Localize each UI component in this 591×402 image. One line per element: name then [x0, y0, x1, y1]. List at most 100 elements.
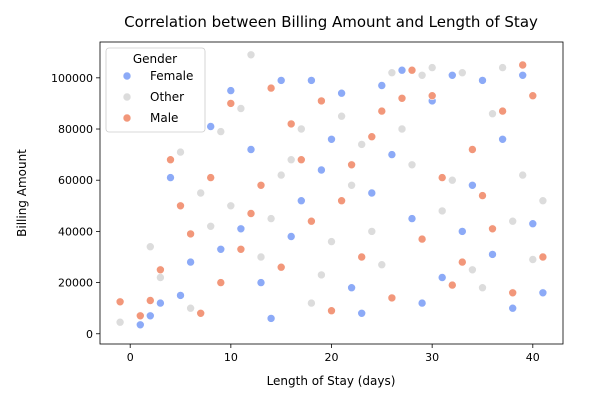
data-point-other [177, 148, 185, 156]
data-point-female [307, 76, 315, 84]
legend-marker [123, 72, 131, 80]
legend-label: Female [150, 69, 193, 83]
data-point-other [287, 156, 295, 164]
data-point-other [388, 69, 396, 77]
data-point-male [529, 92, 537, 100]
data-point-other [458, 69, 466, 77]
y-axis: 020000400006000080000100000 [51, 72, 100, 341]
data-point-male [479, 192, 487, 200]
data-point-other [146, 243, 154, 251]
data-point-other [448, 176, 456, 184]
data-point-other [297, 125, 305, 133]
data-point-female [227, 87, 235, 95]
y-tick-label: 0 [86, 328, 93, 341]
y-tick-label: 40000 [58, 225, 93, 238]
data-point-other [398, 125, 406, 133]
data-point-other [197, 189, 205, 197]
data-point-other [237, 105, 245, 113]
data-point-male [448, 281, 456, 289]
data-point-female [458, 227, 466, 235]
data-point-female [257, 279, 265, 287]
data-point-other [489, 110, 497, 118]
data-point-other [529, 256, 537, 264]
data-point-female [328, 135, 336, 143]
data-point-female [187, 258, 195, 266]
x-tick-label: 20 [325, 351, 339, 364]
data-point-other [328, 238, 336, 246]
data-point-other [479, 284, 487, 292]
data-point-female [448, 71, 456, 79]
data-point-male [257, 181, 265, 189]
data-point-male [398, 94, 406, 102]
data-point-male [116, 298, 124, 306]
data-point-male [287, 120, 295, 128]
data-point-female [136, 321, 144, 329]
data-point-other [277, 171, 285, 179]
data-point-male [408, 66, 416, 74]
data-point-other [307, 299, 315, 307]
data-point-male [297, 156, 305, 164]
data-point-female [378, 82, 386, 90]
x-tick-label: 10 [224, 351, 238, 364]
data-point-other [267, 215, 275, 223]
legend: Gender Female Other Male [106, 48, 205, 132]
data-point-male [458, 258, 466, 266]
data-point-female [398, 66, 406, 74]
data-point-male [499, 107, 507, 115]
data-point-male [267, 84, 275, 92]
data-point-female [408, 215, 416, 223]
data-point-male [136, 312, 144, 320]
data-point-male [146, 297, 154, 305]
data-point-other [438, 207, 446, 215]
data-point-male [378, 107, 386, 115]
data-point-female [338, 89, 346, 97]
data-point-female [277, 76, 285, 84]
data-point-male [338, 197, 346, 205]
data-point-other [187, 304, 195, 312]
data-point-female [388, 151, 396, 159]
data-point-other [539, 197, 547, 205]
data-point-other [499, 64, 507, 72]
chart-title: Correlation between Billing Amount and L… [124, 13, 538, 31]
data-point-male [468, 146, 476, 154]
data-point-male [237, 245, 245, 253]
data-point-female [217, 245, 225, 253]
legend-label: Male [150, 111, 178, 125]
data-point-male [177, 202, 185, 210]
data-point-female [177, 291, 185, 299]
data-point-female [207, 123, 215, 131]
data-point-female [358, 309, 366, 317]
data-point-other [227, 202, 235, 210]
data-point-female [529, 220, 537, 228]
data-point-male [187, 230, 195, 238]
data-point-male [358, 253, 366, 261]
data-point-male [428, 92, 436, 100]
data-point-female [489, 250, 497, 258]
data-point-other [509, 217, 517, 225]
data-point-male [197, 309, 205, 317]
data-point-female [297, 197, 305, 205]
data-point-male [217, 279, 225, 287]
data-point-male [519, 61, 527, 69]
data-point-other [519, 171, 527, 179]
data-point-male [539, 253, 547, 261]
data-point-male [277, 263, 285, 271]
y-tick-label: 20000 [58, 277, 93, 290]
data-point-other [368, 227, 376, 235]
data-point-female [418, 299, 426, 307]
data-point-male [368, 133, 376, 141]
data-point-male [418, 235, 426, 243]
data-point-male [489, 225, 497, 233]
data-point-other [418, 71, 426, 79]
data-point-female [368, 189, 376, 197]
data-point-male [317, 97, 325, 105]
data-point-male [156, 266, 164, 274]
data-point-other [207, 222, 215, 230]
data-point-female [237, 225, 245, 233]
data-point-other [156, 274, 164, 282]
data-point-male [509, 289, 517, 297]
y-axis-label: Billing Amount [15, 149, 29, 237]
data-point-male [207, 174, 215, 182]
data-point-male [307, 217, 315, 225]
data-point-male [227, 99, 235, 107]
